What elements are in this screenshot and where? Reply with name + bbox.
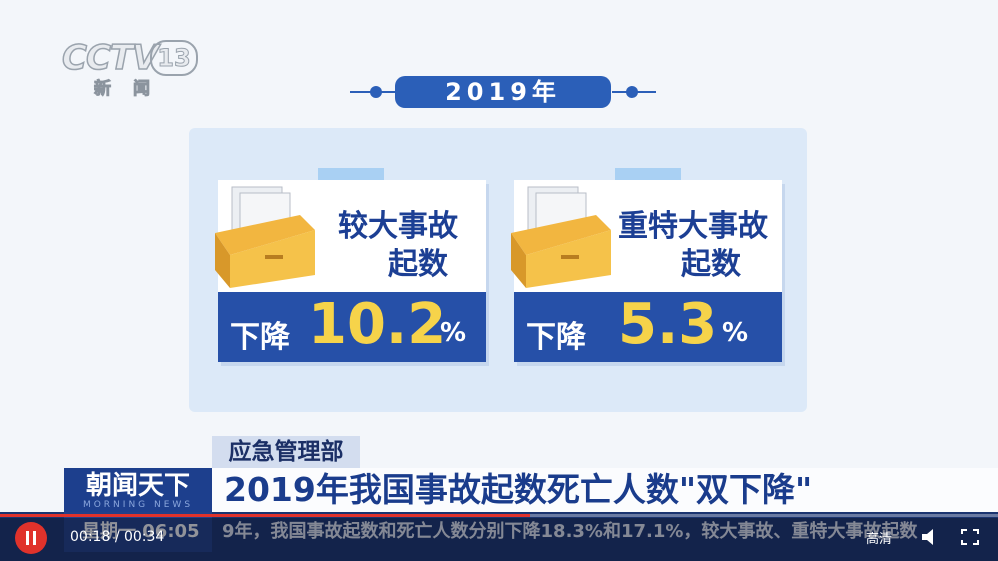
- clock-box: 星期一 06:05: [64, 512, 212, 552]
- card-title-line: 起数: [388, 247, 448, 282]
- department-tag: 应急管理部: [212, 436, 360, 468]
- card-title-line: 较大事故: [338, 209, 458, 244]
- clock: 06:05: [142, 521, 200, 542]
- program-en: MORNING NEWS: [82, 500, 194, 510]
- time-display: 00:18 / 00:34: [70, 528, 164, 546]
- pause-button[interactable]: [14, 521, 48, 555]
- stat-unit: %: [722, 318, 749, 348]
- progress-fill: [0, 514, 530, 517]
- duration: 00:34: [123, 529, 165, 545]
- drop-label: 下降: [230, 320, 290, 355]
- channel-sub: 新闻: [94, 79, 172, 100]
- headline: 2019年我国事故起数死亡人数"双下降": [212, 468, 998, 512]
- stat-value: 5.3: [618, 292, 718, 357]
- file-box-icon: [511, 186, 611, 288]
- year-pill: 2019年: [395, 76, 611, 108]
- volume-button[interactable]: [920, 528, 940, 546]
- fullscreen-button[interactable]: [960, 528, 980, 546]
- stat-band: [514, 292, 782, 362]
- stat-band: [218, 292, 486, 362]
- file-box-icon: [215, 186, 315, 288]
- current-time: 00:18: [70, 529, 111, 545]
- news-ticker: 9年，我国事故起数和死亡人数分别下降18.3%和17.1%，较大事故、重特大事故…: [222, 521, 918, 542]
- year-decoration: [350, 86, 656, 98]
- stat-unit: %: [440, 318, 467, 348]
- drop-label: 下降: [526, 320, 586, 355]
- program-name: 朝闻天下: [64, 468, 212, 512]
- card-title-line: 重特大事故: [618, 209, 768, 244]
- channel-number: 13: [150, 40, 198, 76]
- time-separator: /: [114, 529, 120, 545]
- player-controls: [0, 518, 998, 561]
- weekday: 星期一: [82, 521, 136, 542]
- channel-logo: CCTV: [61, 37, 159, 79]
- quality-button[interactable]: 高清: [866, 532, 893, 547]
- card-title-line: 起数: [681, 247, 741, 282]
- stat-value: 10.2: [308, 292, 447, 357]
